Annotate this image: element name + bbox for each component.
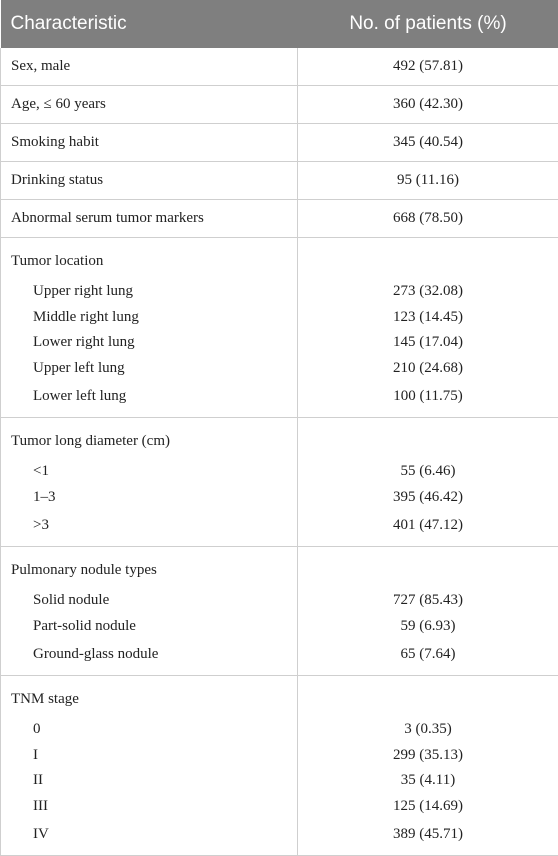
group-header-row: Tumor location [1,238,558,280]
row-value: 95 (11.16) [298,162,558,200]
group-title-value [298,676,558,718]
group-item-value: 125 (14.69) [298,794,558,820]
group-item-value: 100 (11.75) [298,381,558,418]
group-item-label: Part-solid nodule [1,614,298,640]
group-item-label: 0 [1,717,298,743]
group-item-label: <1 [1,459,298,485]
row-label: Sex, male [1,48,298,86]
table-header: Characteristic No. of patients (%) [1,0,558,48]
group-item-label: Middle right lung [1,305,298,331]
group-item-label: 1–3 [1,485,298,511]
group-item-value: 395 (46.42) [298,485,558,511]
group-title: Tumor long diameter (cm) [1,418,298,460]
header-patients: No. of patients (%) [298,0,558,48]
row-value: 668 (78.50) [298,200,558,238]
group-item-label: >3 [1,510,298,547]
group-title: Pulmonary nodule types [1,547,298,589]
group-item-value: 210 (24.68) [298,356,558,382]
group-item-label: Lower left lung [1,381,298,418]
group-item-value: 389 (45.71) [298,819,558,856]
row-label: Drinking status [1,162,298,200]
group-header-row: Tumor long diameter (cm) [1,418,558,460]
group-item-label: Solid nodule [1,588,298,614]
group-item-value: 401 (47.12) [298,510,558,547]
row-value: 360 (42.30) [298,86,558,124]
group-item-value: 3 (0.35) [298,717,558,743]
group-item-value: 123 (14.45) [298,305,558,331]
row-label: Abnormal serum tumor markers [1,200,298,238]
group-item-value: 145 (17.04) [298,330,558,356]
group-title-value [298,547,558,589]
group-title-value [298,238,558,280]
group-item-label: I [1,743,298,769]
group-title-value [298,418,558,460]
row-value: 492 (57.81) [298,48,558,86]
group-item-value: 299 (35.13) [298,743,558,769]
group-item-label: IV [1,819,298,856]
group-item-value: 65 (7.64) [298,639,558,676]
group-item-label: III [1,794,298,820]
group-title: Tumor location [1,238,298,280]
header-characteristic: Characteristic [1,0,298,48]
group-header-row: TNM stage [1,676,558,718]
group-item-value: 35 (4.11) [298,768,558,794]
group-item-value: 59 (6.93) [298,614,558,640]
group-header-row: Pulmonary nodule types [1,547,558,589]
group-item-label: Upper left lung [1,356,298,382]
row-label: Age, ≤ 60 years [1,86,298,124]
group-title: TNM stage [1,676,298,718]
group-item-value: 273 (32.08) [298,279,558,305]
row-value: 345 (40.54) [298,124,558,162]
group-item-value: 727 (85.43) [298,588,558,614]
group-item-label: Ground-glass nodule [1,639,298,676]
group-item-label: Lower right lung [1,330,298,356]
header-row: Characteristic No. of patients (%) [1,0,558,48]
group-item-value: 55 (6.46) [298,459,558,485]
row-label: Smoking habit [1,124,298,162]
group-item-label: Upper right lung [1,279,298,305]
group-item-label: II [1,768,298,794]
